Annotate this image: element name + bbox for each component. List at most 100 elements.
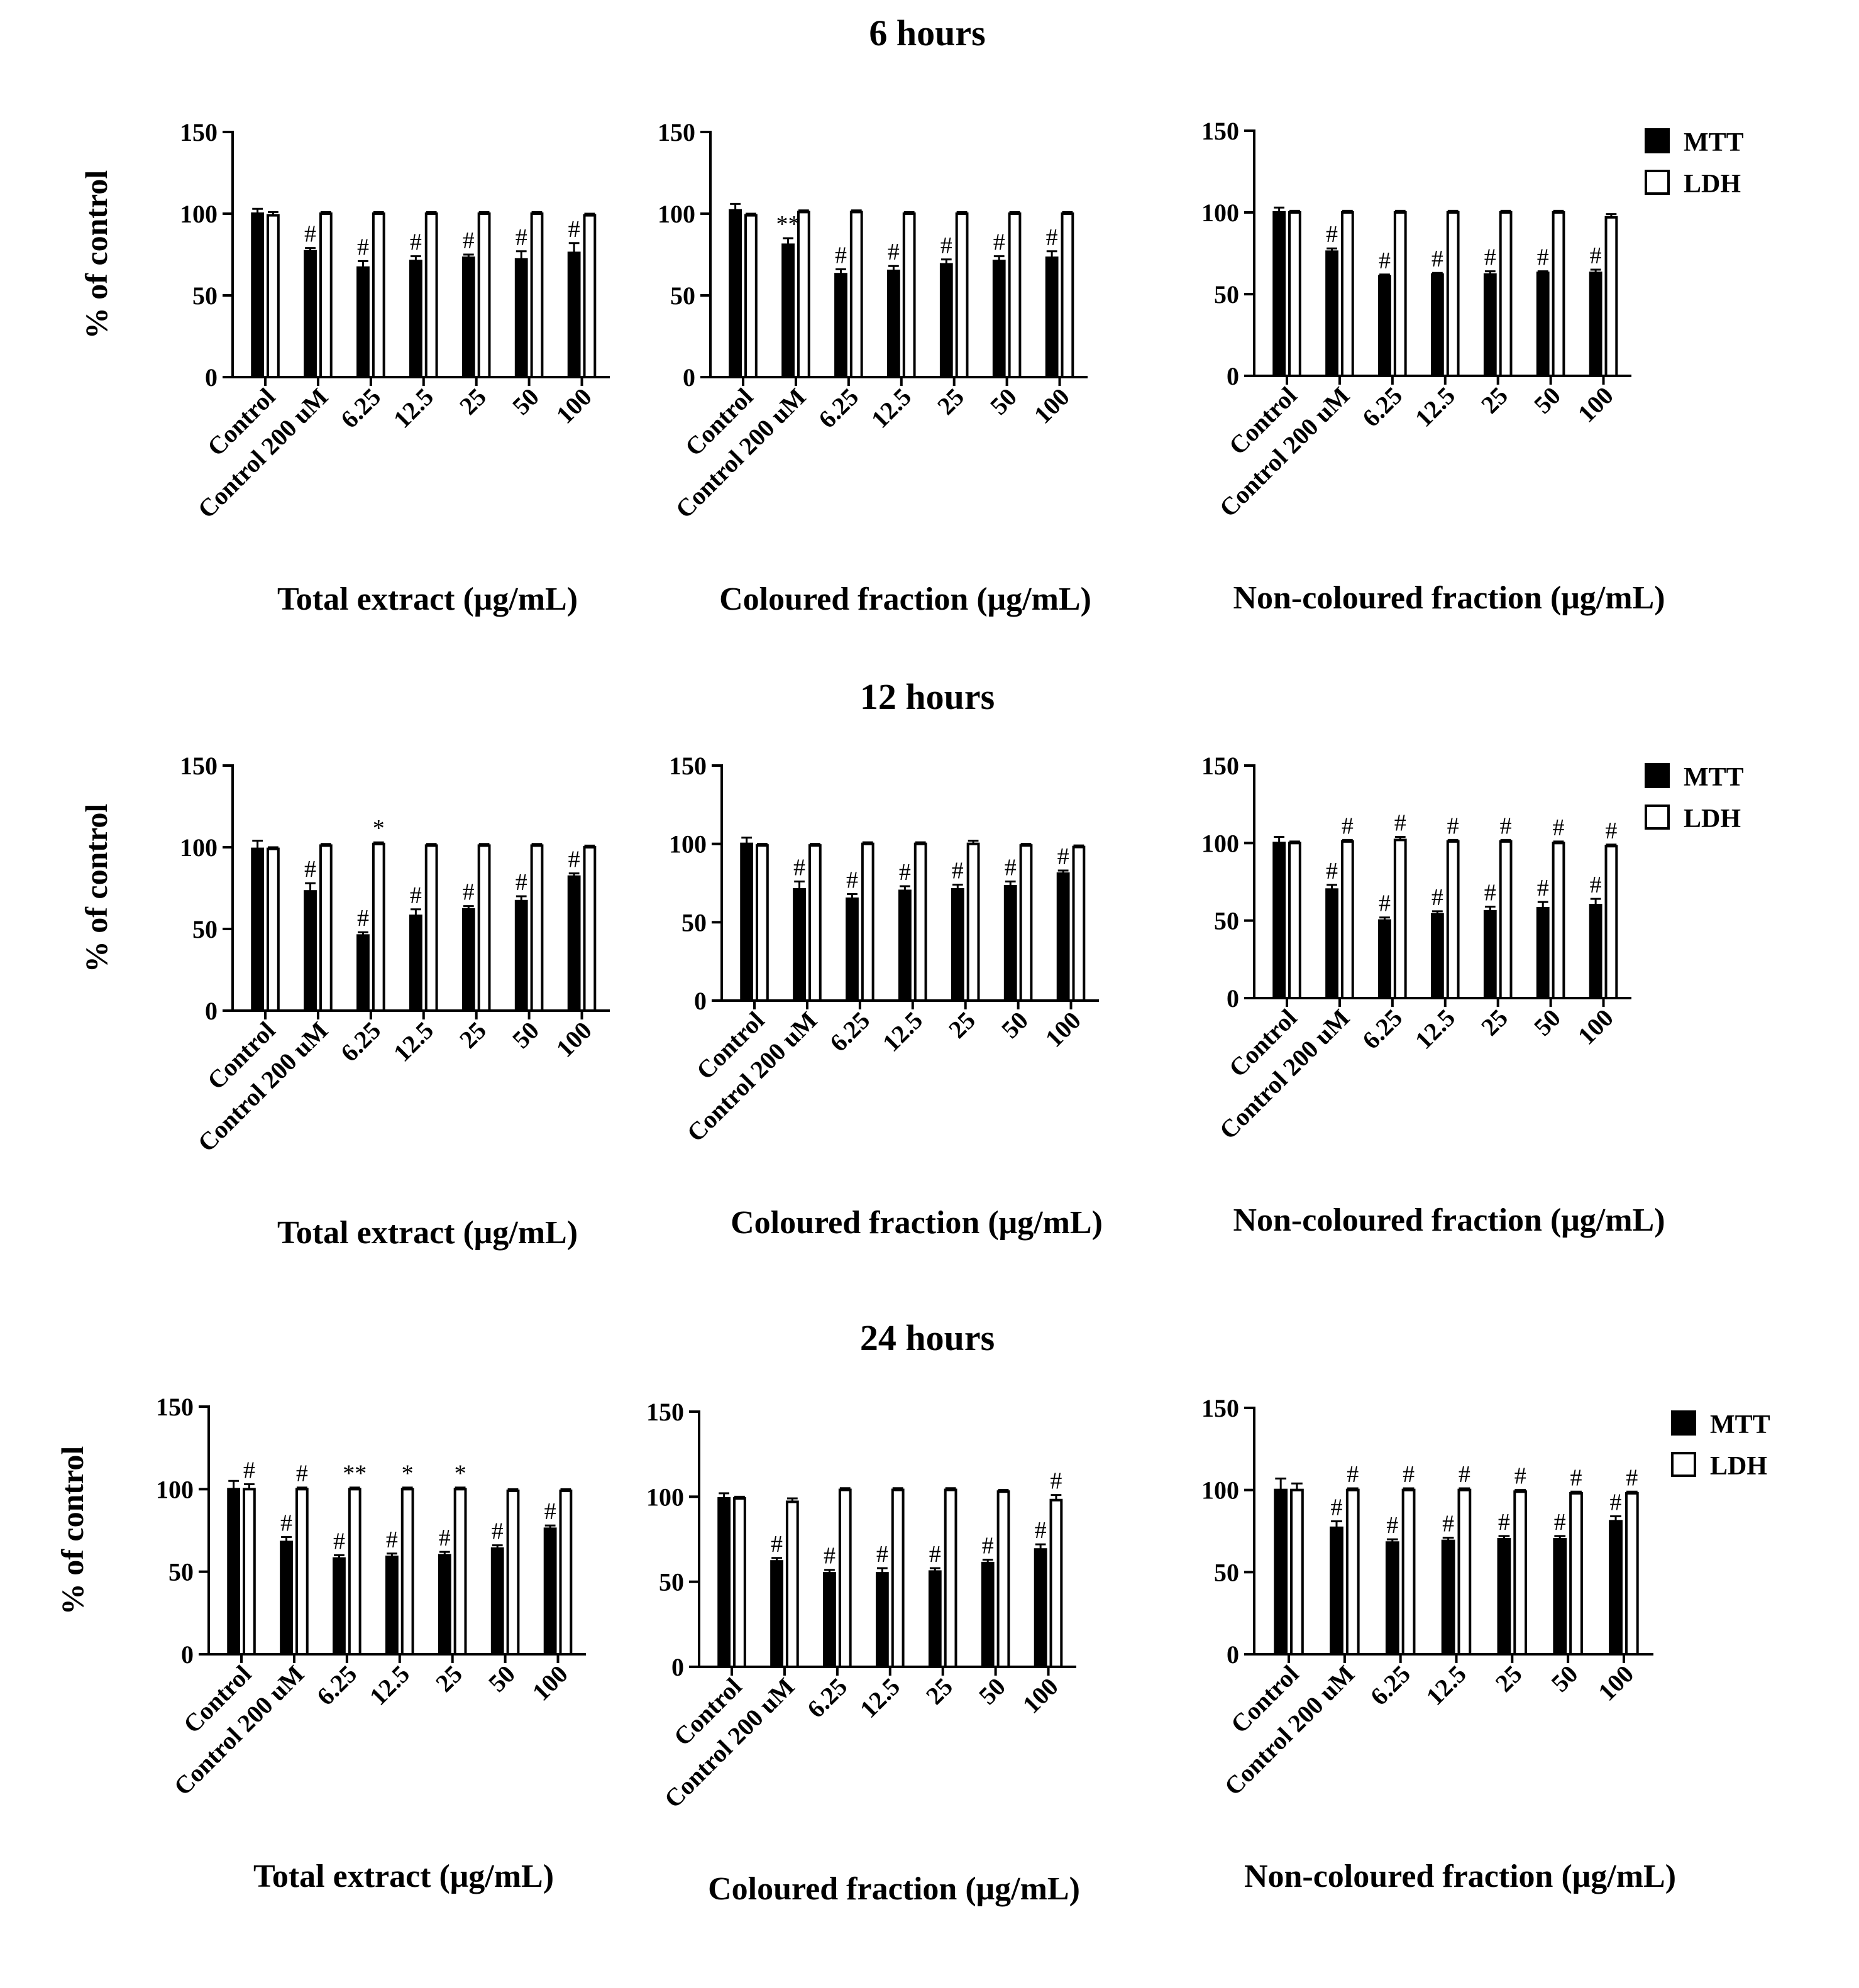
mtt-bar [514, 899, 528, 1013]
ldh-bar [966, 842, 980, 1002]
ldh-bar [944, 1488, 957, 1668]
significance-mark: # [357, 234, 369, 260]
significance-mark: # [280, 1510, 292, 1537]
ldh-bar [1393, 838, 1407, 1000]
x-category-label: 6.25 [824, 1006, 875, 1057]
ldh-bar [1019, 844, 1033, 1002]
mtt-bar [227, 1488, 241, 1656]
ldh-bar [1457, 1488, 1472, 1656]
significance-mark: # [824, 1543, 836, 1569]
ldh-bar [530, 212, 544, 378]
significance-mark: # [899, 859, 911, 886]
mtt-bar [543, 1527, 557, 1656]
mtt-bar [992, 260, 1006, 378]
x-category-label: 12.5 [877, 1006, 928, 1057]
chart-title: 24 hours [860, 1317, 995, 1358]
ldh-bar [808, 844, 822, 1002]
significance-mark: # [1379, 248, 1391, 274]
y-tick-label: 50 [1214, 907, 1239, 935]
x-category-label: 50 [973, 1672, 1011, 1710]
y-tick-label: 100 [180, 200, 218, 228]
ldh-bar [1072, 845, 1086, 1002]
ldh-bar [348, 1488, 361, 1656]
y-tick-label: 50 [192, 915, 218, 943]
significance-mark: # [1626, 1464, 1638, 1491]
ldh-bar [1604, 216, 1618, 377]
significance-mark: # [1326, 221, 1338, 248]
mtt-bar [333, 1557, 346, 1656]
y-tick-label: 100 [180, 833, 218, 862]
significance-mark: # [1498, 1509, 1510, 1535]
x-category-label: 100 [1592, 1660, 1639, 1706]
ldh-bar [1604, 845, 1618, 1000]
ldh-bar [372, 212, 385, 378]
mtt-bar [1056, 872, 1070, 1002]
ldh-bar [1569, 1491, 1583, 1656]
significance-mark: # [243, 1457, 255, 1483]
x-category-label: 12.5 [1421, 1660, 1472, 1711]
significance-mark: # [544, 1498, 556, 1525]
legend-ldh-swatch [1645, 170, 1670, 195]
legend-mtt-label: MTT [1710, 1410, 1770, 1439]
ldh-bar [1513, 1490, 1528, 1656]
ldh-bar [913, 842, 927, 1002]
x-axis-label: Coloured fraction (μg/mL) [731, 1205, 1103, 1241]
ldh-bar [1288, 211, 1301, 377]
y-tick-label: 0 [671, 1653, 684, 1681]
ldh-bar [1290, 1488, 1304, 1656]
mtt-bar [834, 273, 847, 379]
legend-ldh-label: LDH [1684, 805, 1741, 833]
ldh-bar [424, 212, 438, 378]
significance-mark: # [1605, 818, 1617, 844]
significance-mark: * [373, 815, 385, 842]
significance-mark: # [1459, 1461, 1470, 1488]
ldh-bar [583, 214, 597, 378]
mtt-bar [1378, 275, 1391, 377]
significance-mark: # [568, 216, 580, 243]
significance-mark: # [386, 1527, 398, 1553]
mtt-bar [385, 1556, 399, 1656]
significance-mark: * [455, 1461, 466, 1487]
x-category-label: 6.25 [335, 1016, 386, 1067]
ldh-bar [744, 214, 758, 378]
ldh-bar [319, 212, 333, 378]
y-tick-label: 150 [180, 118, 218, 146]
ldh-bar [530, 844, 544, 1013]
ldh-bar [477, 212, 491, 378]
x-category-label: 12.5 [1409, 382, 1460, 432]
x-category-label: 25 [1490, 1660, 1528, 1698]
y-tick-label: 100 [646, 1483, 684, 1511]
mtt-bar [1497, 1538, 1511, 1656]
significance-mark: # [1394, 810, 1406, 836]
significance-mark: # [304, 221, 316, 248]
mtt-bar [1589, 272, 1602, 378]
mtt-bar [356, 934, 370, 1013]
mtt-bar [251, 847, 265, 1012]
y-tick-label: 50 [1214, 1558, 1239, 1586]
x-category-label: 50 [996, 1006, 1034, 1044]
ldh-bar [477, 844, 491, 1013]
x-category-label: 12.5 [866, 383, 917, 434]
ldh-bar [955, 212, 969, 378]
significance-mark: # [410, 229, 422, 256]
y-tick-label: 150 [156, 1393, 194, 1421]
significance-mark: # [1554, 1509, 1566, 1535]
x-axis-label: Non-coloured fraction (μg/mL) [1233, 1202, 1665, 1238]
mtt-bar [793, 887, 806, 1002]
x-category-label: 25 [943, 1006, 981, 1044]
ldh-bar [243, 1488, 256, 1656]
x-category-label: 100 [527, 1660, 573, 1706]
legend: MTT LDH [1645, 763, 1744, 833]
mtt-bar [304, 250, 317, 378]
x-category-label: 6.25 [802, 1672, 852, 1723]
x-category-label: 50 [507, 383, 544, 420]
ldh-bar [424, 844, 438, 1013]
y-tick-label: 50 [670, 282, 695, 310]
mtt-bar [1325, 888, 1338, 1000]
mtt-bar [898, 889, 912, 1002]
significance-mark: # [1431, 246, 1443, 272]
y-tick-label: 0 [181, 1640, 194, 1669]
